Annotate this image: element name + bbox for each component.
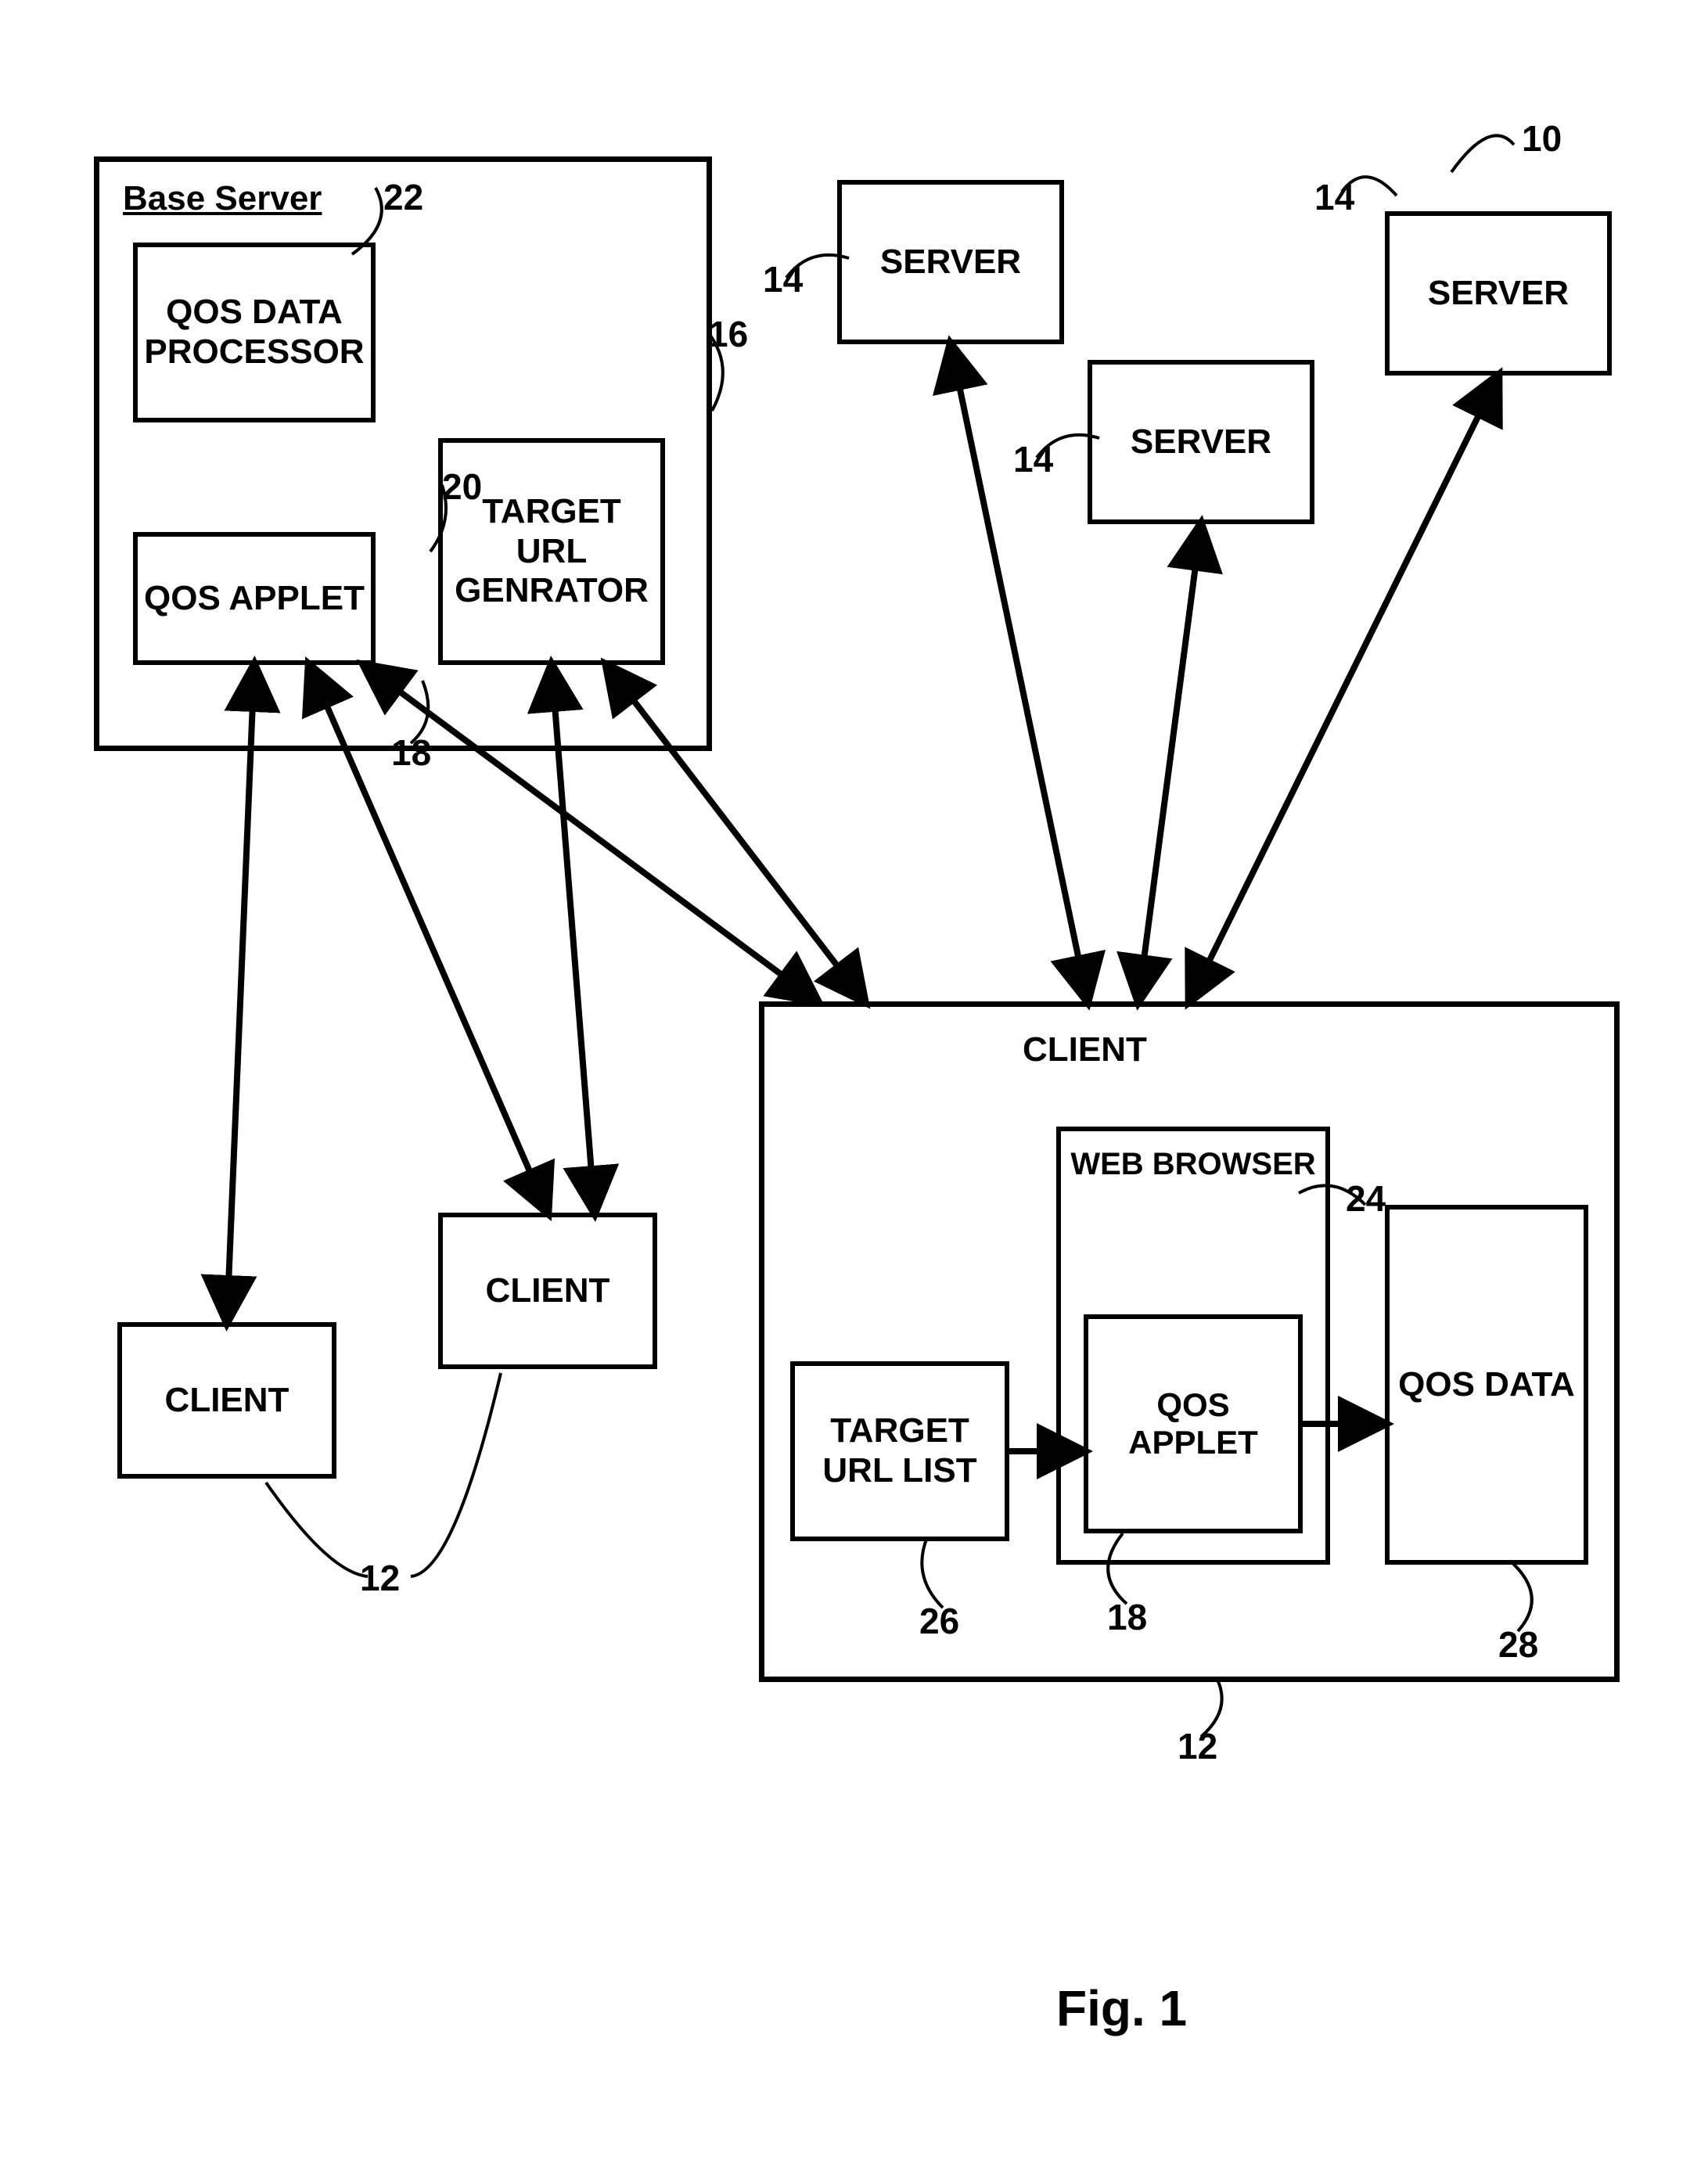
ref-num: 24	[1346, 1177, 1386, 1220]
server-label-0: SERVER	[880, 243, 1021, 282]
ref-num: 14	[763, 258, 803, 300]
target-url-list-box: TARGETURL LIST	[790, 1361, 1009, 1541]
qos-data-label: QOS DATA	[1398, 1365, 1575, 1405]
ref-num: 10	[1522, 117, 1562, 160]
figure-label: Fig. 1	[1056, 1979, 1187, 2037]
ref-num: 14	[1013, 438, 1053, 480]
qos-applet-label-client: QOS APPLET	[1088, 1386, 1298, 1462]
ref-num: 18	[1107, 1596, 1147, 1638]
client-box-small-0: CLIENT	[117, 1322, 336, 1479]
target-url-list-label: TARGETURL LIST	[822, 1411, 976, 1490]
server-box-0: SERVER	[837, 180, 1064, 344]
client-label-small-0: CLIENT	[165, 1381, 289, 1421]
qos-applet-box-client: QOS APPLET	[1084, 1314, 1303, 1533]
qos-applet-box-base: QOS APPLET	[133, 532, 376, 665]
ref-num: 26	[919, 1600, 959, 1642]
server-label-1: SERVER	[1131, 422, 1271, 462]
ref-num: 16	[708, 313, 748, 355]
qos-data-processor-label: QOS DATAPROCESSOR	[144, 293, 364, 372]
client-label-small-1: CLIENT	[486, 1271, 610, 1311]
client-box-small-1: CLIENT	[438, 1213, 657, 1369]
qos-data-box: QOS DATA	[1385, 1205, 1588, 1565]
server-box-2: SERVER	[1385, 211, 1612, 376]
diagram-canvas: Base Server QOS DATAPROCESSOR QOS APPLET…	[0, 0, 1708, 2171]
qos-data-processor-box: QOS DATAPROCESSOR	[133, 243, 376, 422]
ref-num: 12	[1178, 1725, 1217, 1767]
server-label-2: SERVER	[1428, 274, 1569, 314]
target-url-generator-label: TARGET URLGENRATOR	[443, 492, 660, 611]
qos-applet-label-base: QOS APPLET	[144, 579, 365, 619]
ref-num: 12	[360, 1557, 400, 1599]
client-big-title: CLIENT	[1023, 1030, 1147, 1069]
ref-num: 22	[383, 176, 423, 218]
web-browser-title: WEB BROWSER	[1070, 1147, 1315, 1182]
ref-num: 28	[1498, 1623, 1538, 1666]
ref-num: 18	[391, 731, 431, 774]
base-server-title: Base Server	[123, 179, 322, 218]
ref-num: 20	[442, 465, 482, 508]
server-box-1: SERVER	[1088, 360, 1314, 524]
ref-num: 14	[1314, 176, 1354, 218]
